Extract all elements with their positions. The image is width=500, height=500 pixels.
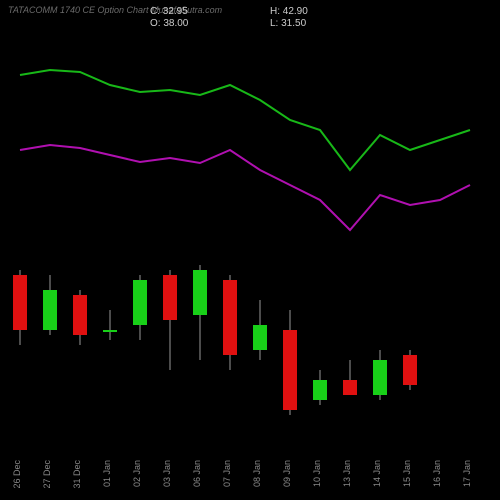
candle-body <box>313 380 327 400</box>
candle-body <box>373 360 387 395</box>
date-label: 03 Jan <box>162 460 172 487</box>
date-label: 16 Jan <box>432 460 442 487</box>
candle-body <box>223 280 237 355</box>
date-label: 31 Dec <box>72 460 82 489</box>
candle-body <box>343 380 357 395</box>
date-label: 10 Jan <box>312 460 322 487</box>
date-label: 02 Jan <box>132 460 142 487</box>
candle-body <box>133 280 147 325</box>
date-label: 06 Jan <box>192 460 202 487</box>
candle-body <box>13 275 27 330</box>
date-label: 17 Jan <box>462 460 472 487</box>
candle-body <box>103 330 117 332</box>
indicator-line <box>20 145 470 230</box>
candle-body <box>253 325 267 350</box>
date-label: 07 Jan <box>222 460 232 487</box>
date-label: 09 Jan <box>282 460 292 487</box>
date-label: 14 Jan <box>372 460 382 487</box>
date-label: 26 Dec <box>12 460 22 489</box>
date-label: 27 Dec <box>42 460 52 489</box>
chart-svg: 26 Dec 27 Dec 31 Dec 01 Jan 02 Jan 03 Jan 06 J… <box>0 0 500 500</box>
candle-body <box>43 290 57 330</box>
date-label: 08 Jan <box>252 460 262 487</box>
indicator-line <box>20 70 470 170</box>
candle-body <box>163 275 177 320</box>
candle-body <box>193 270 207 315</box>
date-label: 15 Jan <box>402 460 412 487</box>
date-label: 13 Jan <box>342 460 352 487</box>
candle-body <box>283 330 297 410</box>
candle-body <box>403 355 417 385</box>
chart-container: { "header": { "title": "TATACOMM 1740 CE… <box>0 0 500 500</box>
candle-body <box>73 295 87 335</box>
date-label: 01 Jan <box>102 460 112 487</box>
